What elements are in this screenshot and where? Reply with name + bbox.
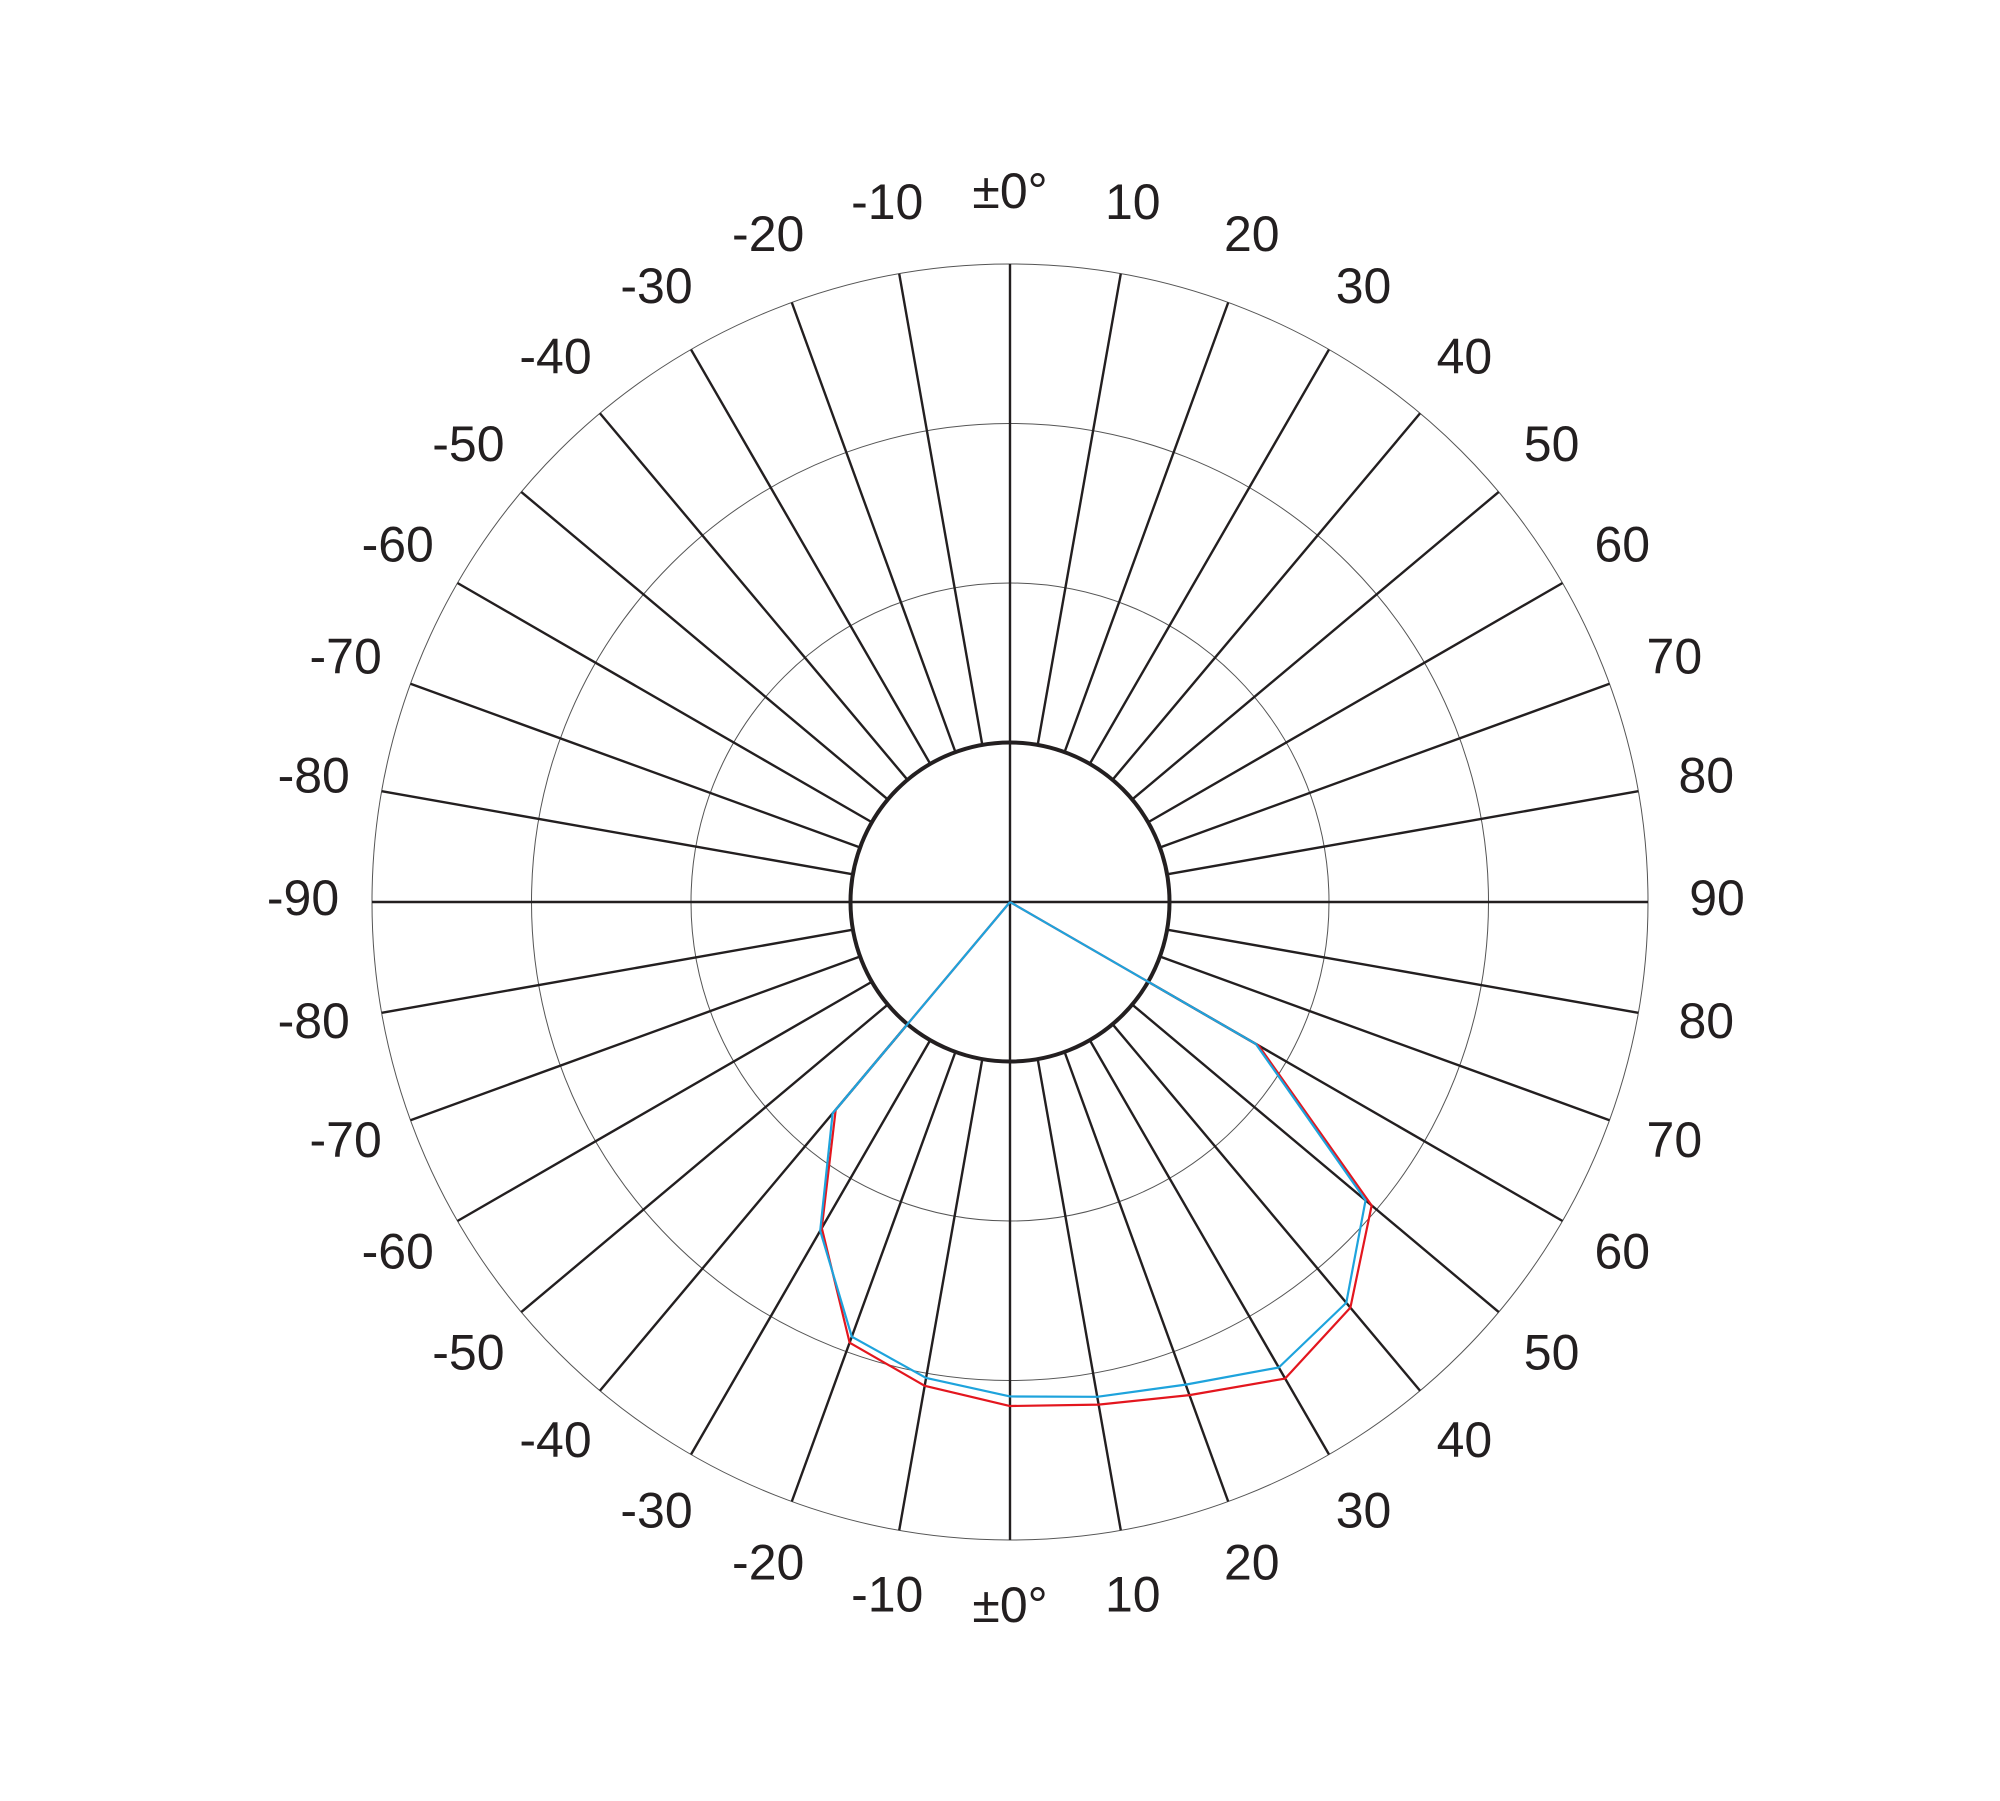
spoke bbox=[520, 1003, 889, 1314]
spoke bbox=[381, 790, 854, 876]
angle-label: ±0° bbox=[972, 1577, 1047, 1633]
spoke bbox=[1088, 1039, 1331, 1456]
spoke bbox=[1159, 682, 1610, 849]
angle-label: 60 bbox=[1594, 1224, 1650, 1280]
angle-label: 80 bbox=[1678, 993, 1734, 1049]
spoke bbox=[1166, 928, 1639, 1014]
angle-label: -40 bbox=[519, 329, 591, 385]
spoke bbox=[790, 1051, 957, 1502]
spoke bbox=[1111, 412, 1422, 781]
angle-label: -40 bbox=[519, 1412, 591, 1468]
spoke bbox=[1166, 790, 1639, 876]
spoke bbox=[410, 682, 861, 849]
angle-label: -70 bbox=[310, 1112, 382, 1168]
spoke bbox=[1036, 1058, 1122, 1531]
spoke bbox=[898, 273, 984, 746]
spoke bbox=[689, 348, 932, 765]
spoke bbox=[1131, 490, 1500, 801]
angle-label: -60 bbox=[362, 517, 434, 573]
angle-label: 40 bbox=[1437, 1412, 1493, 1468]
angle-label: ±0° bbox=[972, 163, 1047, 219]
angle-label: -20 bbox=[732, 206, 804, 262]
angle-label: 40 bbox=[1437, 329, 1493, 385]
angle-label: 70 bbox=[1647, 628, 1703, 684]
spoke bbox=[898, 1058, 984, 1531]
spoke bbox=[598, 412, 909, 781]
spoke bbox=[1131, 1003, 1500, 1314]
spoke bbox=[1159, 955, 1610, 1122]
angle-label: 80 bbox=[1678, 747, 1734, 803]
angle-label: -80 bbox=[278, 747, 350, 803]
angle-label: -20 bbox=[732, 1535, 804, 1591]
angle-label: 10 bbox=[1105, 1566, 1161, 1622]
spoke bbox=[456, 980, 873, 1223]
angle-label: 20 bbox=[1224, 1535, 1280, 1591]
spoke bbox=[790, 302, 957, 753]
intensity-curve bbox=[820, 901, 1373, 1408]
spoke bbox=[1036, 273, 1122, 746]
angle-label: 10 bbox=[1105, 174, 1161, 230]
spoke bbox=[456, 581, 873, 824]
angle-label: 30 bbox=[1336, 258, 1392, 314]
angle-label: -50 bbox=[432, 1325, 504, 1381]
angle-label: -10 bbox=[851, 1566, 923, 1622]
intensity-curve bbox=[819, 901, 1367, 1398]
angle-label: 30 bbox=[1336, 1482, 1392, 1538]
spoke bbox=[520, 490, 889, 801]
angle-label: 70 bbox=[1647, 1112, 1703, 1168]
spoke bbox=[689, 1039, 932, 1456]
angle-label: -70 bbox=[310, 628, 382, 684]
angle-label: -80 bbox=[278, 993, 350, 1049]
spoke bbox=[1063, 1051, 1230, 1502]
spoke bbox=[410, 955, 861, 1122]
angle-label: -10 bbox=[851, 174, 923, 230]
spoke bbox=[1147, 581, 1564, 824]
angle-label: 90 bbox=[1689, 870, 1745, 926]
spoke bbox=[381, 928, 854, 1014]
angle-label: -50 bbox=[432, 416, 504, 472]
spoke bbox=[1088, 348, 1331, 765]
spoke bbox=[1111, 1023, 1422, 1392]
spoke bbox=[1063, 302, 1230, 753]
angle-label: 50 bbox=[1524, 1325, 1580, 1381]
angle-label: 20 bbox=[1224, 206, 1280, 262]
angle-label: -30 bbox=[620, 258, 692, 314]
angle-label: -30 bbox=[620, 1482, 692, 1538]
angle-label: -90 bbox=[267, 870, 339, 926]
angle-label: -60 bbox=[362, 1224, 434, 1280]
angle-label: 60 bbox=[1594, 517, 1650, 573]
angle-label: 50 bbox=[1524, 416, 1580, 472]
